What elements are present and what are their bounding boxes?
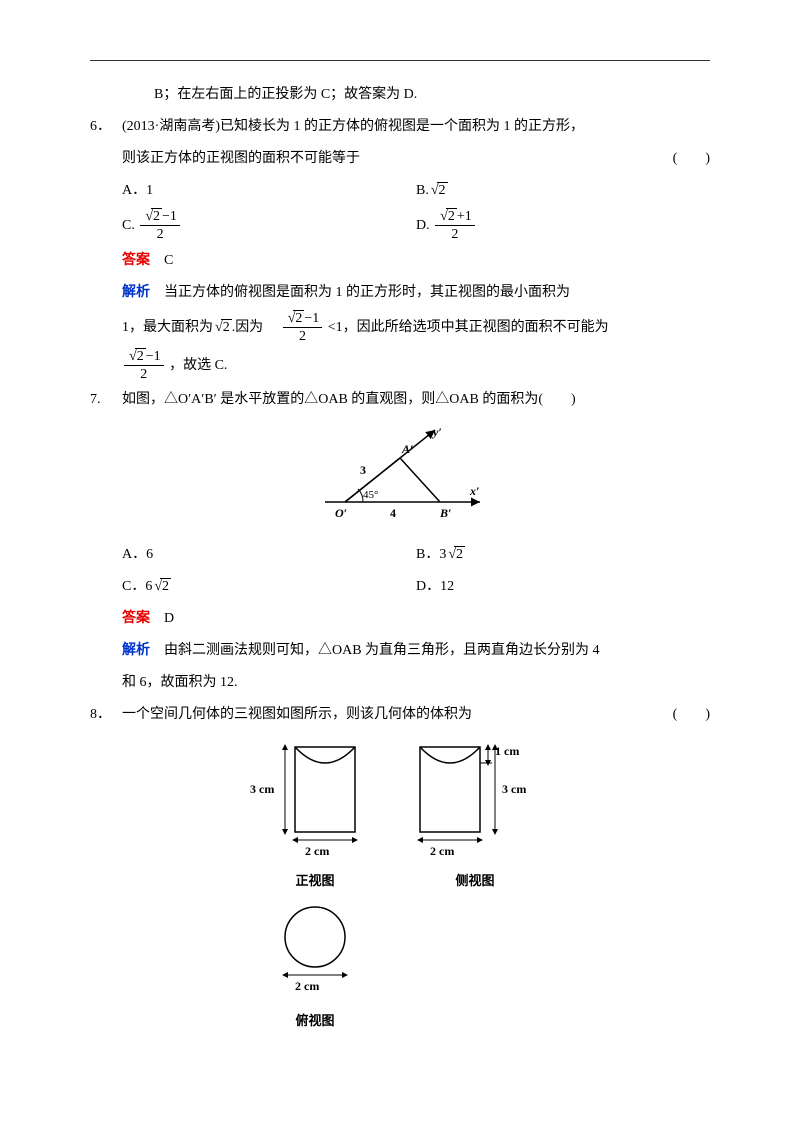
q7-num: 7. — [90, 386, 122, 414]
svg-text:B′: B′ — [439, 506, 451, 520]
q6-optA: A．1 — [122, 177, 416, 205]
q7-optD: D．12 — [416, 573, 710, 601]
q8-head: 8． 一个空间几何体的三视图如图所示，则该几何体的体积为 ( ) — [90, 701, 710, 729]
q7-exp-1: 解析 由斜二测画法规则可知，△OAB 为直角三角形，且两直角边长分别为 4 — [90, 637, 710, 665]
q6-stem-b: 则该正方体的正视图的面积不可能等于 ( ) — [90, 145, 710, 173]
q6-exp-2: 1，最大面积为2.因为 2−12 <1，因此所给选项中其正视图的面积不可能为 — [90, 311, 710, 345]
q8-front-view: 3 cm 2 cm 正视图 — [250, 737, 380, 894]
top-fragment: B；在左右面上的正投影为 C；故答案为 D. — [90, 81, 710, 109]
q8-num: 8． — [90, 701, 122, 729]
q6-optC: C. 2−12 — [122, 209, 416, 243]
q6-exp-1: 解析 当正方体的俯视图是面积为 1 的正方形时，其正视图的最小面积为 — [90, 279, 710, 307]
q6-optD: D. 2+12 — [416, 209, 710, 243]
svg-text:2 cm: 2 cm — [430, 844, 454, 857]
q8-stem: 一个空间几何体的三视图如图所示，则该几何体的体积为 ( ) — [122, 701, 710, 729]
q6-exp-3: 2−12 ，故选 C. — [90, 349, 710, 383]
q6-stem-a: (2013·湖南高考)已知棱长为 1 的正方体的俯视图是一个面积为 1 的正方形… — [122, 113, 710, 141]
svg-text:1 cm: 1 cm — [495, 744, 519, 758]
svg-text:3 cm: 3 cm — [250, 782, 274, 796]
q7-opts-1: A．6 B．32 — [90, 541, 710, 569]
svg-text:3: 3 — [360, 463, 366, 477]
svg-text:O′: O′ — [335, 506, 347, 520]
svg-text:3 cm: 3 cm — [502, 782, 526, 796]
q7-exp-2: 和 6，故面积为 12. — [90, 669, 710, 697]
svg-text:A′: A′ — [401, 442, 413, 456]
svg-text:4: 4 — [390, 506, 396, 520]
q8-side-view: 1 cm 3 cm 2 cm 侧视图 — [400, 737, 550, 894]
q6-num: 6． — [90, 113, 122, 141]
q7-head: 7. 如图，△O′A′B′ 是水平放置的△OAB 的直观图，则△OAB 的面积为… — [90, 386, 710, 414]
q7-diagram: 45° 3 4 A′ B′ O′ x′ y′ — [90, 422, 710, 533]
q7-answer: 答案 D — [90, 605, 710, 633]
svg-text:45°: 45° — [363, 489, 378, 501]
q8-views-row1: 3 cm 2 cm 正视图 1 cm 3 cm — [90, 737, 710, 894]
svg-text:x′: x′ — [469, 484, 479, 498]
q7-optB: B．32 — [416, 541, 710, 569]
q6-answer: 答案 C — [90, 247, 710, 275]
q6-opts-2: C. 2−12 D. 2+12 — [90, 209, 710, 243]
q8-views-row2: 2 cm 俯视图 — [90, 902, 710, 1034]
q6-optB: B.2 — [416, 177, 710, 205]
q6-opts-1: A．1 B.2 — [90, 177, 710, 205]
svg-text:2 cm: 2 cm — [295, 979, 319, 993]
q7-optA: A．6 — [122, 541, 416, 569]
svg-text:2 cm: 2 cm — [305, 844, 329, 857]
q6-head: 6． (2013·湖南高考)已知棱长为 1 的正方体的俯视图是一个面积为 1 的… — [90, 113, 710, 141]
q7-opts-2: C．62 D．12 — [90, 573, 710, 601]
q8-top-view: 2 cm 俯视图 — [260, 902, 370, 1034]
q7-stem: 如图，△O′A′B′ 是水平放置的△OAB 的直观图，则△OAB 的面积为( ) — [122, 386, 710, 414]
q7-optC: C．62 — [122, 573, 416, 601]
svg-text:y′: y′ — [431, 425, 442, 439]
